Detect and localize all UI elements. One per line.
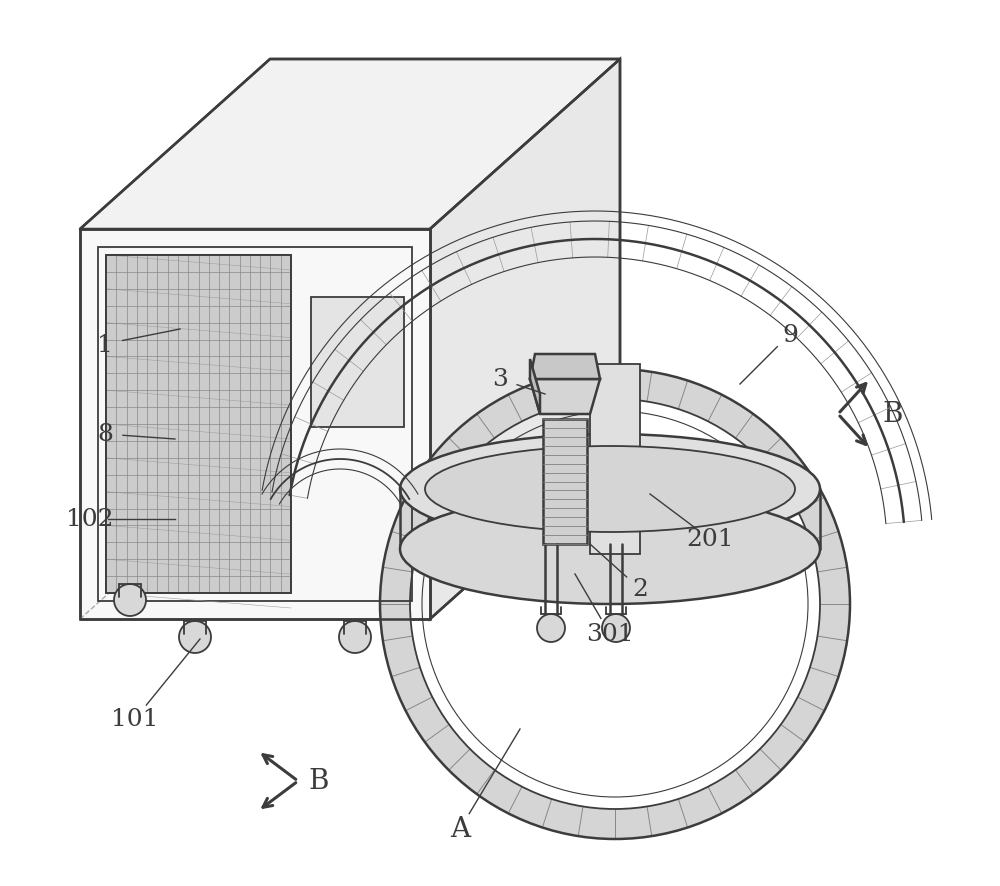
Polygon shape bbox=[530, 379, 600, 415]
Polygon shape bbox=[380, 369, 850, 839]
Text: 8: 8 bbox=[97, 423, 113, 446]
Text: 3: 3 bbox=[492, 368, 508, 391]
Circle shape bbox=[339, 621, 371, 653]
Polygon shape bbox=[80, 229, 430, 619]
Circle shape bbox=[602, 614, 630, 642]
Ellipse shape bbox=[400, 494, 820, 604]
Text: 2: 2 bbox=[632, 578, 648, 601]
Polygon shape bbox=[80, 60, 620, 229]
Text: 101: 101 bbox=[111, 708, 159, 731]
Ellipse shape bbox=[425, 447, 795, 532]
Text: 201: 201 bbox=[686, 528, 734, 551]
Text: 301: 301 bbox=[586, 623, 634, 646]
Polygon shape bbox=[430, 60, 620, 619]
Text: 9: 9 bbox=[782, 323, 798, 346]
Polygon shape bbox=[530, 354, 600, 379]
Polygon shape bbox=[106, 256, 291, 594]
Ellipse shape bbox=[400, 434, 820, 544]
Text: 1: 1 bbox=[97, 333, 113, 356]
Text: B: B bbox=[882, 401, 902, 428]
Circle shape bbox=[537, 614, 565, 642]
Text: A: A bbox=[450, 816, 470, 843]
Circle shape bbox=[179, 621, 211, 653]
Polygon shape bbox=[590, 364, 640, 555]
Circle shape bbox=[114, 585, 146, 617]
Text: 102: 102 bbox=[66, 508, 114, 531]
Text: B: B bbox=[308, 767, 329, 795]
Polygon shape bbox=[543, 420, 587, 544]
Polygon shape bbox=[311, 298, 404, 428]
Polygon shape bbox=[530, 360, 540, 415]
